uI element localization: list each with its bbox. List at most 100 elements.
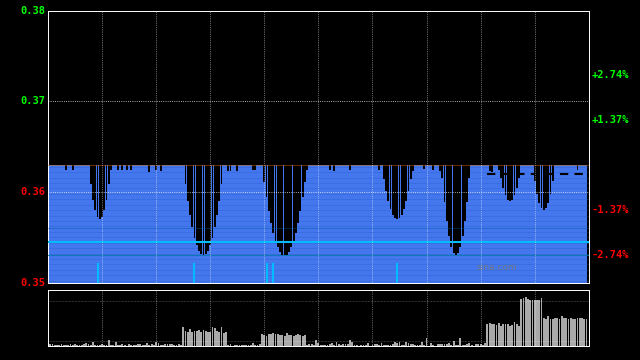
Bar <box>140 343 141 346</box>
Bar <box>65 345 67 346</box>
Bar <box>301 336 303 346</box>
Bar <box>115 342 116 346</box>
Bar <box>513 322 515 346</box>
Text: -2.74%: -2.74% <box>591 250 629 260</box>
Bar <box>164 345 166 346</box>
Bar <box>387 345 389 346</box>
Bar <box>92 342 94 346</box>
Bar <box>408 343 410 346</box>
Bar <box>300 336 301 346</box>
Bar <box>56 345 58 346</box>
Bar <box>581 319 583 346</box>
Bar <box>333 345 335 346</box>
Text: -1.37%: -1.37% <box>591 205 629 215</box>
Bar <box>184 332 186 346</box>
Bar <box>556 318 558 346</box>
Bar <box>180 345 182 346</box>
Bar <box>577 318 579 346</box>
Bar <box>74 344 76 346</box>
Bar <box>157 343 159 346</box>
Bar <box>525 297 527 346</box>
Bar <box>259 344 260 346</box>
Bar <box>356 345 358 346</box>
Bar <box>452 341 454 346</box>
Bar <box>344 344 346 346</box>
Bar <box>466 344 468 346</box>
Bar <box>335 342 337 346</box>
Bar <box>543 318 545 346</box>
Bar <box>227 345 229 346</box>
Bar <box>351 342 353 346</box>
Bar <box>559 319 561 346</box>
Bar <box>63 345 65 346</box>
Bar <box>119 345 121 346</box>
Bar <box>193 332 195 346</box>
Bar <box>264 335 265 346</box>
Bar <box>277 334 279 346</box>
Bar <box>484 343 486 346</box>
Bar <box>49 344 51 346</box>
Bar <box>270 334 272 346</box>
Bar <box>360 345 362 346</box>
Bar <box>500 326 502 346</box>
Bar <box>433 345 434 346</box>
Bar <box>565 318 567 346</box>
Bar <box>61 344 63 346</box>
Bar <box>554 318 556 346</box>
Bar <box>284 336 285 346</box>
Bar <box>175 345 177 346</box>
Bar <box>403 345 405 346</box>
Bar <box>252 343 254 346</box>
Bar <box>311 345 312 346</box>
Bar <box>316 340 317 346</box>
Bar <box>230 344 232 346</box>
Bar <box>169 345 171 346</box>
Text: +2.74%: +2.74% <box>591 70 629 80</box>
Bar <box>72 345 74 346</box>
Bar <box>518 326 520 346</box>
Bar <box>461 345 463 346</box>
Bar <box>47 344 49 346</box>
Bar <box>304 335 306 346</box>
Bar <box>85 343 87 346</box>
Bar <box>261 334 263 346</box>
Bar <box>468 343 470 346</box>
Bar <box>308 344 310 346</box>
Bar <box>541 298 542 346</box>
Bar <box>225 333 227 346</box>
Bar <box>135 345 137 346</box>
Bar <box>141 345 143 346</box>
Bar <box>538 300 540 346</box>
Bar <box>144 345 146 346</box>
Bar <box>414 345 416 346</box>
Bar <box>288 334 290 346</box>
Bar <box>347 344 349 346</box>
Bar <box>568 319 570 346</box>
Bar <box>374 344 376 346</box>
Bar <box>295 335 297 346</box>
Bar <box>520 299 522 346</box>
Bar <box>178 343 180 346</box>
Bar <box>322 345 324 346</box>
Bar <box>471 345 472 346</box>
Bar <box>70 344 72 346</box>
Bar <box>437 344 439 346</box>
Bar <box>579 318 580 346</box>
Text: 0.37: 0.37 <box>20 96 45 107</box>
Bar <box>54 345 56 346</box>
Bar <box>584 319 585 346</box>
Bar <box>205 331 207 346</box>
Bar <box>491 324 493 346</box>
Bar <box>218 332 220 346</box>
Text: 0.36: 0.36 <box>20 187 45 197</box>
Bar <box>292 336 294 346</box>
Bar <box>331 343 333 346</box>
Bar <box>574 319 576 346</box>
Bar <box>52 344 53 346</box>
Bar <box>216 332 218 346</box>
Bar <box>147 343 148 346</box>
Bar <box>426 338 428 346</box>
Bar <box>255 345 256 346</box>
Bar <box>489 323 490 346</box>
Bar <box>399 342 401 346</box>
